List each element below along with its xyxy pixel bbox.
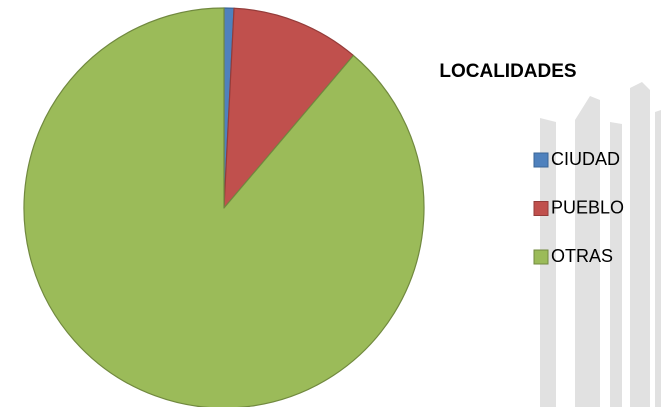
- legend-label: CIUDAD: [551, 149, 620, 169]
- legend-swatch: [533, 249, 549, 265]
- pie-slice: [23, 7, 425, 407]
- legend-swatch: [533, 201, 549, 216]
- legend: CIUDAD PUEBLO OTRAS: [533, 149, 624, 266]
- legend-label: PUEBLO: [551, 197, 624, 217]
- pie-slice: [223, 7, 355, 209]
- chart-title: LOCALIDADES: [439, 61, 576, 82]
- legend-swatch: [533, 152, 549, 168]
- legend-label: OTRAS: [551, 246, 613, 266]
- pie: [23, 7, 425, 407]
- background-stripes: [540, 82, 661, 407]
